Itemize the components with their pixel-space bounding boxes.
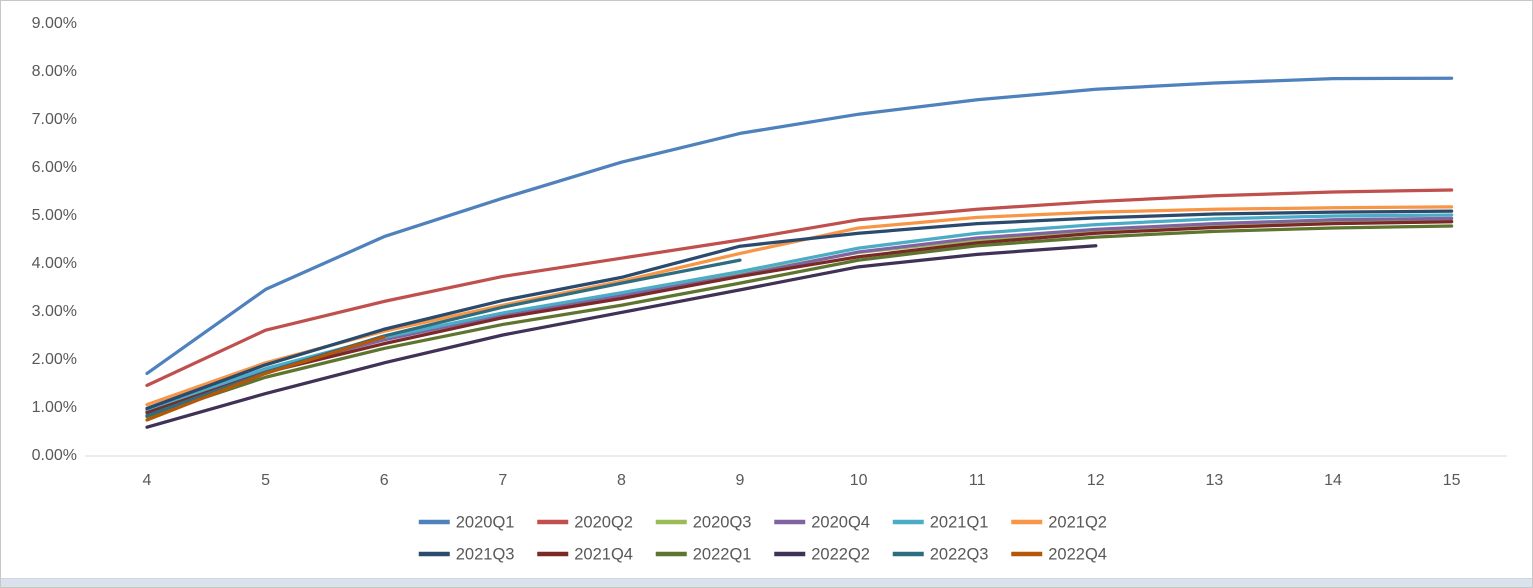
legend-label-2022Q3: 2022Q3	[930, 545, 989, 563]
legend-item-2020Q3[interactable]: 2020Q3	[655, 513, 752, 531]
y-axis-tick-label: 1.00%	[32, 399, 77, 416]
x-axis-tick-label: 15	[1443, 472, 1461, 489]
series-line-2022Q1[interactable]	[145, 224, 1454, 419]
legend-label-2022Q4: 2022Q4	[1048, 545, 1107, 563]
x-axis-tick-label: 11	[969, 472, 986, 489]
legend-item-2020Q1[interactable]: 2020Q1	[418, 513, 515, 531]
legend-item-2022Q3[interactable]: 2022Q3	[892, 545, 989, 563]
x-axis-tick-label: 10	[850, 472, 868, 489]
legend-label-2021Q3: 2021Q3	[456, 545, 515, 563]
bottom-window-strip	[1, 578, 1532, 587]
legend-item-2022Q4[interactable]: 2022Q4	[1011, 545, 1107, 563]
y-axis-tick-label: 7.00%	[32, 111, 77, 128]
x-axis-tick-label: 13	[1206, 472, 1224, 489]
legend-label-2021Q2: 2021Q2	[1048, 513, 1107, 531]
y-axis-tick-label: 3.00%	[32, 303, 77, 320]
legend-item-2021Q3[interactable]: 2021Q3	[418, 545, 515, 563]
series-line-2022Q2[interactable]	[145, 244, 1098, 429]
legend-label-2020Q4: 2020Q4	[811, 513, 870, 531]
x-axis-tick-label: 6	[380, 472, 389, 489]
x-axis-tick-label: 7	[498, 472, 507, 489]
legend-label-2022Q2: 2022Q2	[811, 545, 870, 563]
series-line-2020Q1[interactable]	[145, 76, 1454, 376]
y-axis-tick-label: 8.00%	[32, 63, 77, 80]
series-line-2021Q3[interactable]	[145, 209, 1454, 411]
x-axis-tick-label: 4	[143, 472, 152, 489]
legend-label-2020Q2: 2020Q2	[574, 513, 633, 531]
series-line-2020Q4[interactable]	[145, 216, 1454, 414]
legend-item-2022Q1[interactable]: 2022Q1	[655, 545, 752, 563]
legend-item-2020Q4[interactable]: 2020Q4	[774, 513, 870, 531]
x-axis-tick-label: 12	[1087, 472, 1105, 489]
y-axis-tick-label: 2.00%	[32, 351, 77, 368]
x-axis-tick-label: 14	[1324, 472, 1342, 489]
y-axis-tick-label: 6.00%	[32, 159, 77, 176]
series-line-2020Q2[interactable]	[145, 188, 1454, 388]
legend-item-2021Q4[interactable]: 2021Q4	[537, 545, 633, 563]
y-axis-tick-label: 5.00%	[32, 207, 77, 224]
legend-label-2021Q4: 2021Q4	[574, 545, 633, 563]
legend-item-2022Q2[interactable]: 2022Q2	[774, 545, 870, 563]
x-axis-tick-label: 5	[261, 472, 270, 489]
series-line-2022Q4[interactable]	[145, 335, 386, 422]
legend-item-2020Q2[interactable]: 2020Q2	[537, 513, 633, 531]
y-axis-tick-label: 9.00%	[32, 15, 77, 32]
x-axis-tick-label: 8	[617, 472, 626, 489]
x-axis-tick-label: 9	[736, 472, 745, 489]
legend-label-2020Q1: 2020Q1	[456, 513, 515, 531]
legend-item-2021Q2[interactable]: 2021Q2	[1011, 513, 1107, 531]
legend-label-2022Q1: 2022Q1	[693, 545, 752, 563]
legend-label-2020Q3: 2020Q3	[693, 513, 752, 531]
series-line-2021Q4[interactable]	[145, 220, 1454, 415]
legend-label-2021Q1: 2021Q1	[930, 513, 989, 531]
legend-item-2021Q1[interactable]: 2021Q1	[892, 513, 989, 531]
y-axis-tick-label: 4.00%	[32, 255, 77, 272]
series-line-2020Q3[interactable]	[145, 219, 1454, 412]
y-axis-tick-label: 0.00%	[32, 447, 77, 464]
